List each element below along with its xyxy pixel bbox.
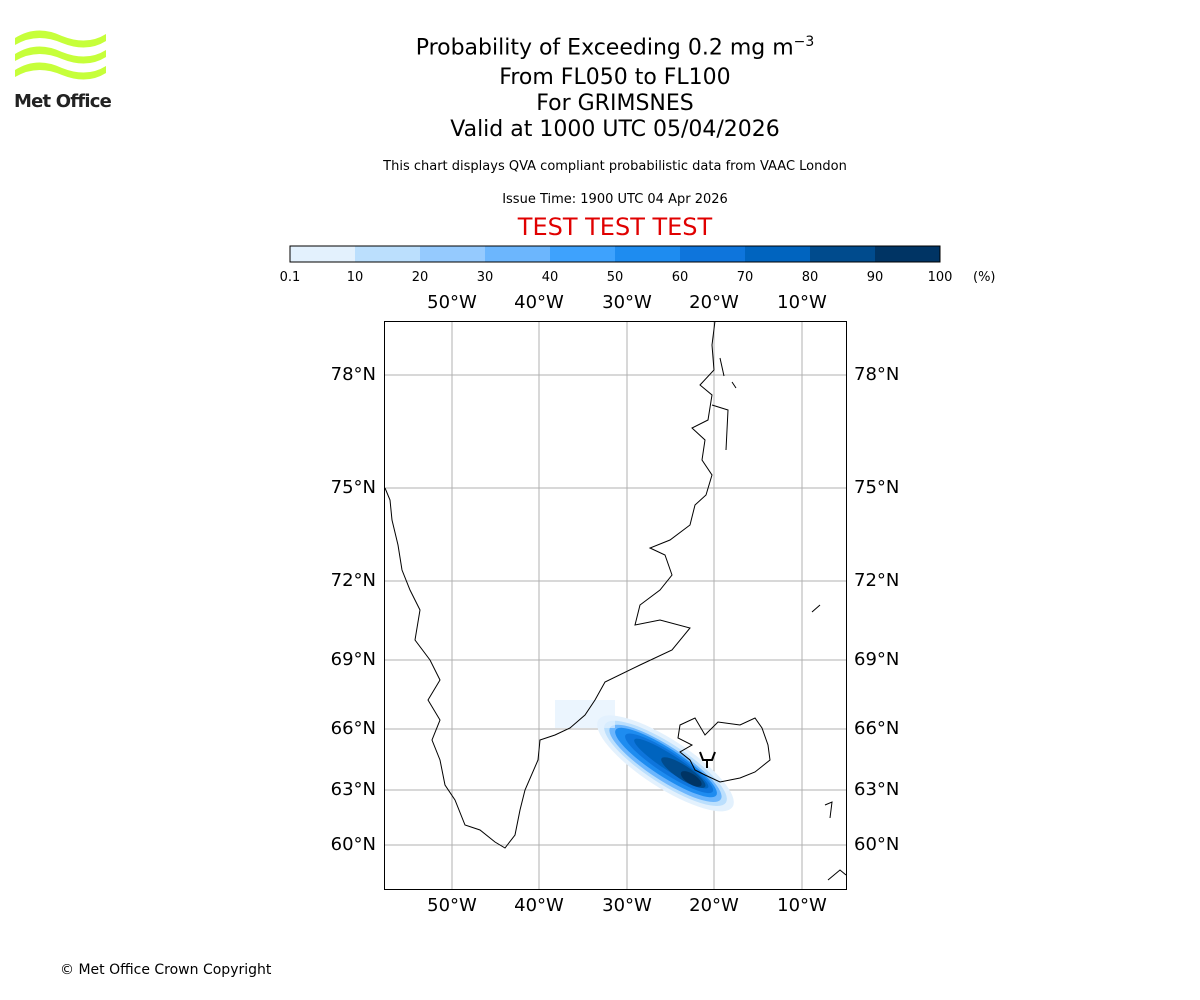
colorbar-tick-label: 10 — [346, 270, 364, 285]
lon-tick-bottom: 30°W — [602, 895, 652, 916]
lat-tick-right: 60°N — [854, 834, 900, 855]
colorbar-tick-label: 100 — [927, 270, 953, 285]
issue-time: Issue Time: 1900 UTC 04 Apr 2026 — [502, 192, 728, 207]
lon-tick-top: 40°W — [514, 292, 564, 313]
met-office-logo — [15, 30, 106, 80]
colorbar-segment — [615, 246, 680, 262]
lon-tick-bottom: 20°W — [689, 895, 739, 916]
lon-tick-bottom: 50°W — [427, 895, 477, 916]
lat-tick-left: 63°N — [330, 779, 376, 800]
lon-tick-top: 20°W — [689, 292, 739, 313]
colorbar-tick-label: 0.1 — [279, 270, 301, 285]
valid-time: Valid at 1000 UTC 05/04/2026 — [450, 117, 780, 142]
colorbar-segment — [290, 246, 355, 262]
lat-tick-right: 78°N — [854, 364, 900, 385]
colorbar — [289, 245, 941, 263]
test-banner: TEST TEST TEST — [517, 213, 713, 241]
colorbar-tick-label: 50 — [606, 270, 624, 285]
colorbar-segment — [420, 246, 485, 262]
coastlines — [384, 321, 847, 881]
colorbar-tick-label: 70 — [736, 270, 754, 285]
map-frame — [384, 321, 847, 890]
graticule — [384, 321, 846, 890]
lat-tick-right: 66°N — [854, 718, 900, 739]
iceland-coast — [677, 717, 771, 783]
lon-tick-top: 10°W — [777, 292, 827, 313]
ash-probability-plume — [597, 715, 734, 812]
logo-text: Met Office — [14, 91, 112, 112]
lat-tick-left: 78°N — [330, 364, 376, 385]
lon-tick-top: 50°W — [427, 292, 477, 313]
lon-tick-bottom: 10°W — [777, 895, 827, 916]
colorbar-segment — [680, 246, 745, 262]
colorbar-segment — [875, 246, 940, 262]
lat-tick-left: 72°N — [330, 570, 376, 591]
svalbard-coast — [824, 801, 847, 881]
colorbar-segment — [485, 246, 550, 262]
colorbar-segment — [745, 246, 810, 262]
colorbar-segment — [810, 246, 875, 262]
map-panel — [384, 321, 847, 890]
colorbar-tick-label: 30 — [476, 270, 494, 285]
colorbar-tick-label: 20 — [411, 270, 429, 285]
chart-title: Probability of Exceeding 0.2 mg m−3 — [0, 30, 1200, 60]
lat-tick-right: 63°N — [854, 779, 900, 800]
title-unit-exponent: −3 — [793, 34, 815, 50]
volcano-marker — [699, 751, 716, 768]
lat-tick-left: 75°N — [330, 477, 376, 498]
lat-tick-left: 69°N — [330, 649, 376, 670]
lat-tick-left: 66°N — [330, 718, 376, 739]
title-main: Probability of Exceeding 0.2 mg m — [415, 35, 794, 61]
colorbar-unit: (%) — [973, 270, 996, 285]
colorbar-tick-label: 40 — [541, 270, 559, 285]
copyright: © Met Office Crown Copyright — [60, 962, 272, 978]
east-greenland-islands — [711, 357, 737, 451]
greenland-coast — [384, 321, 716, 849]
colorbar-tick-label: 80 — [801, 270, 819, 285]
plume-fringe — [555, 700, 615, 728]
colorbar-tick-label: 60 — [671, 270, 689, 285]
colorbar-segment — [550, 246, 615, 262]
colorbar-tick-label: 90 — [866, 270, 884, 285]
data-note: This chart displays QVA compliant probab… — [383, 159, 847, 174]
flight-levels: From FL050 to FL100 — [499, 65, 731, 90]
lon-tick-bottom: 40°W — [514, 895, 564, 916]
volcano-name: For GRIMSNES — [536, 91, 694, 116]
lat-tick-right: 75°N — [854, 477, 900, 498]
lat-tick-right: 69°N — [854, 649, 900, 670]
lat-tick-right: 72°N — [854, 570, 900, 591]
lon-tick-top: 30°W — [602, 292, 652, 313]
lat-tick-left: 60°N — [330, 834, 376, 855]
jan-mayen — [811, 604, 821, 613]
colorbar-segment — [355, 246, 420, 262]
